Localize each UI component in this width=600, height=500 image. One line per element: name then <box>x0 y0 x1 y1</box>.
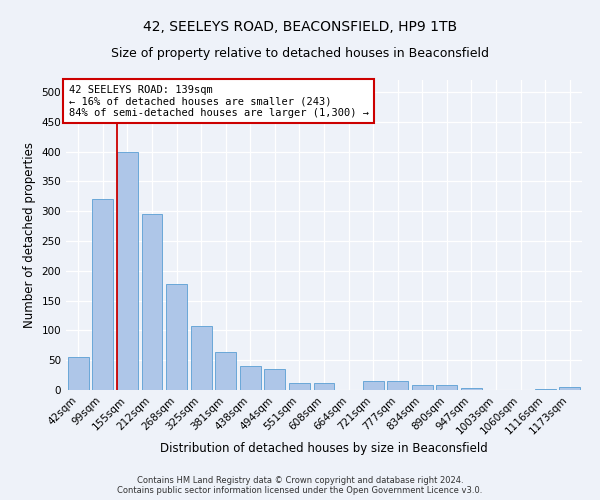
Text: Size of property relative to detached houses in Beaconsfield: Size of property relative to detached ho… <box>111 48 489 60</box>
Text: 42 SEELEYS ROAD: 139sqm
← 16% of detached houses are smaller (243)
84% of semi-d: 42 SEELEYS ROAD: 139sqm ← 16% of detache… <box>68 84 368 118</box>
Text: 42, SEELEYS ROAD, BEACONSFIELD, HP9 1TB: 42, SEELEYS ROAD, BEACONSFIELD, HP9 1TB <box>143 20 457 34</box>
Y-axis label: Number of detached properties: Number of detached properties <box>23 142 36 328</box>
Bar <box>265 368 286 390</box>
Bar <box>215 352 236 390</box>
Bar <box>92 199 113 390</box>
Bar <box>68 357 89 390</box>
Bar <box>289 384 310 390</box>
Bar <box>412 385 433 390</box>
Bar <box>535 389 556 390</box>
Bar <box>436 384 457 390</box>
Bar <box>559 387 580 390</box>
Bar <box>461 388 482 390</box>
Bar <box>240 366 261 390</box>
Bar <box>117 152 138 390</box>
Bar <box>362 381 383 390</box>
Text: Contains HM Land Registry data © Crown copyright and database right 2024.
Contai: Contains HM Land Registry data © Crown c… <box>118 476 482 495</box>
X-axis label: Distribution of detached houses by size in Beaconsfield: Distribution of detached houses by size … <box>160 442 488 455</box>
Bar <box>191 326 212 390</box>
Bar <box>166 284 187 390</box>
Bar <box>314 384 334 390</box>
Bar <box>387 381 408 390</box>
Bar <box>142 214 163 390</box>
